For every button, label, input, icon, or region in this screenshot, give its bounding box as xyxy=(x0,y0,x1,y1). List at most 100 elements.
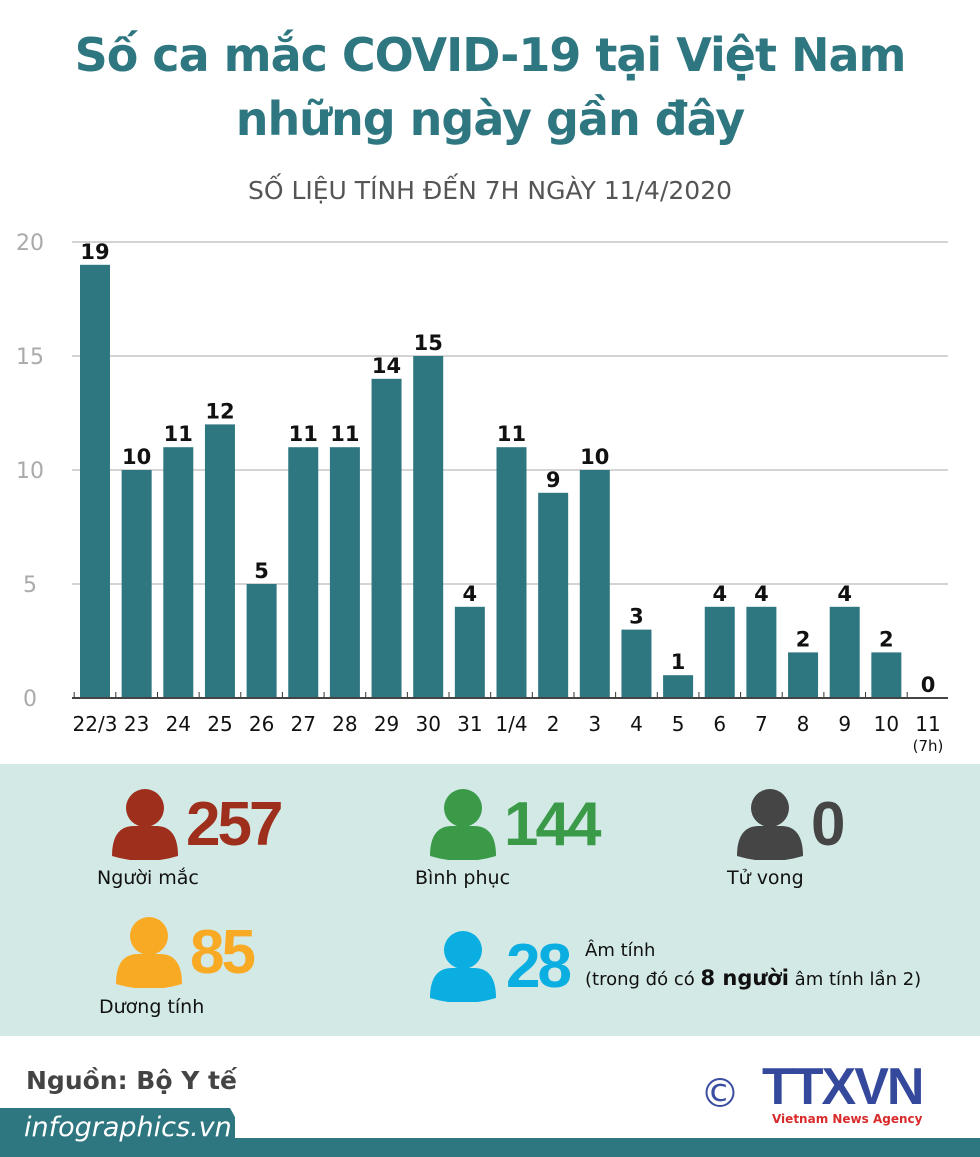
data-label: 11 xyxy=(164,422,193,446)
positive-label: Dương tính xyxy=(99,996,205,1018)
person-icon xyxy=(430,789,496,860)
bar xyxy=(579,470,610,698)
person-icon xyxy=(430,931,496,1002)
x-tick-label: 7 xyxy=(755,712,768,736)
data-label: 4 xyxy=(754,582,769,606)
y-tick-label: 0 xyxy=(23,687,37,712)
x-tick-label: 10 xyxy=(874,712,899,736)
stat-recovered: 144 xyxy=(428,788,601,860)
bar xyxy=(621,629,652,698)
data-label: 1 xyxy=(671,650,686,674)
y-tick-label: 15 xyxy=(16,345,44,370)
deaths-count: 0 xyxy=(811,789,846,859)
x-tick-label: 29 xyxy=(374,712,399,736)
x-tick-note: (7h) xyxy=(913,737,944,755)
x-tick-label: 3 xyxy=(588,712,601,736)
person-icon xyxy=(737,789,803,860)
positive-count: 85 xyxy=(190,917,256,987)
bar xyxy=(663,675,694,698)
recovered-count: 144 xyxy=(504,789,601,859)
infected-label: Người mắc xyxy=(97,867,199,889)
stat-infected: 257 xyxy=(110,788,283,860)
data-label: 11 xyxy=(497,422,526,446)
data-label: 19 xyxy=(80,240,109,264)
x-tick-label: 5 xyxy=(672,712,685,736)
x-tick-label: 23 xyxy=(124,712,149,736)
person-icon xyxy=(116,917,182,988)
data-label: 11 xyxy=(289,422,318,446)
data-label: 2 xyxy=(879,627,894,651)
bar xyxy=(538,492,569,698)
data-label: 5 xyxy=(254,559,269,583)
data-label: 10 xyxy=(580,445,609,469)
bar xyxy=(413,356,444,698)
ttxvn-logo: © TTXVN Vietnam News Agency xyxy=(700,1058,924,1126)
stat-deaths: 0 xyxy=(735,788,846,860)
x-tick-label: 26 xyxy=(249,712,274,736)
x-tick-label: 31 xyxy=(457,712,482,736)
stat-positive: 85 xyxy=(114,916,256,988)
bar xyxy=(788,652,819,698)
data-label: 2 xyxy=(796,627,811,651)
data-label: 11 xyxy=(330,422,359,446)
data-label: 4 xyxy=(837,582,852,606)
bar xyxy=(246,584,277,698)
logo-subtext: Vietnam News Agency xyxy=(771,1112,923,1126)
data-label: 10 xyxy=(122,445,151,469)
x-tick-label: 11 xyxy=(915,712,940,736)
x-tick-label: 2 xyxy=(547,712,560,736)
source: Nguồn: Bộ Y tế xyxy=(26,1066,237,1095)
y-tick-label: 20 xyxy=(16,231,44,256)
bar xyxy=(371,378,402,698)
data-label: 14 xyxy=(372,354,401,378)
data-label: 9 xyxy=(546,468,561,492)
x-tick-label: 22/3 xyxy=(73,712,118,736)
bar xyxy=(454,606,485,698)
y-tick-label: 10 xyxy=(16,459,44,484)
data-label: 4 xyxy=(712,582,727,606)
data-label: 15 xyxy=(414,331,443,355)
footer-tab xyxy=(0,1108,235,1148)
bar xyxy=(829,606,860,698)
title-line-1: Số ca mắc COVID-19 tại Việt Nam xyxy=(74,28,907,82)
x-tick-label: 4 xyxy=(630,712,643,736)
x-tick-label: 1/4 xyxy=(495,712,527,736)
stat-negative: 28 xyxy=(428,930,572,1002)
y-tick-label: 5 xyxy=(23,573,37,598)
bar xyxy=(163,447,194,698)
retest-count: 8 người xyxy=(700,966,789,990)
x-tick-label: 30 xyxy=(415,712,440,736)
infected-count: 257 xyxy=(186,789,283,859)
x-tick-label: 28 xyxy=(332,712,357,736)
x-tick-label: 8 xyxy=(797,712,810,736)
data-label: 3 xyxy=(629,605,644,629)
data-label: 12 xyxy=(205,399,234,423)
bar xyxy=(204,424,235,698)
bar xyxy=(496,447,527,698)
x-tick-label: 9 xyxy=(838,712,851,736)
negative-note: (trong đó có 8 người âm tính lần 2) xyxy=(585,966,922,990)
copyright-icon: © xyxy=(700,1071,740,1117)
bar xyxy=(704,606,735,698)
negative-label: Âm tính xyxy=(585,940,656,961)
deaths-label: Tử vong xyxy=(727,867,804,889)
subtitle: SỐ LIỆU TÍNH ĐẾN 7H NGÀY 11/4/2020 xyxy=(247,176,733,205)
negative-count: 28 xyxy=(506,931,572,1001)
x-tick-label: 24 xyxy=(166,712,191,736)
bar xyxy=(329,447,360,698)
bar xyxy=(288,447,319,698)
bar xyxy=(80,264,110,698)
footer-band xyxy=(0,1138,980,1157)
logo-text: TTXVN xyxy=(762,1058,924,1116)
stats-panel: 257 Người mắc 144 Bình phục 0 Tử vong 85… xyxy=(0,764,980,1036)
bar xyxy=(746,606,777,698)
x-tick-label: 6 xyxy=(713,712,726,736)
x-tick-label: 27 xyxy=(291,712,316,736)
x-tick-label: 25 xyxy=(207,712,232,736)
bar xyxy=(121,470,152,698)
bar xyxy=(871,652,902,698)
site-link[interactable]: infographics.vn xyxy=(24,1112,232,1143)
data-label: 0 xyxy=(921,673,936,697)
